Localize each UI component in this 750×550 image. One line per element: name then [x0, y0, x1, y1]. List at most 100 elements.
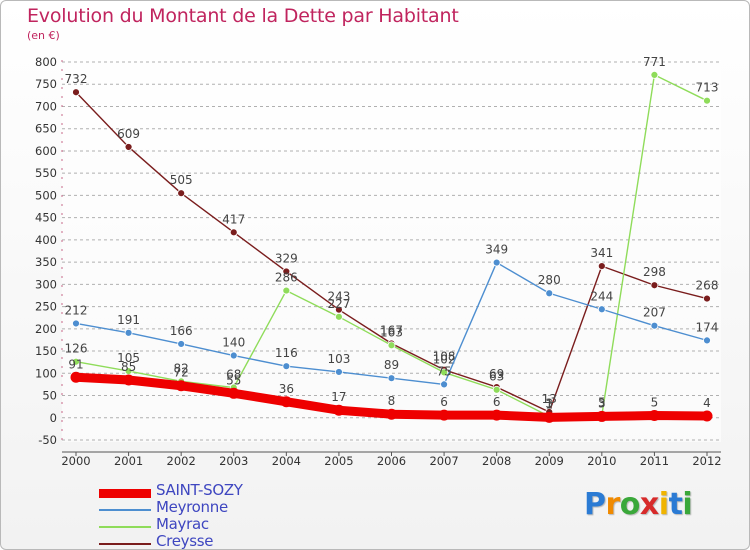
y-tick-label: 450 — [35, 211, 57, 225]
point-meyronne — [492, 258, 501, 267]
x-tick-label: 2011 — [640, 454, 669, 468]
point-creysse — [124, 143, 133, 151]
data-label-saint-sozy: 85 — [121, 360, 136, 374]
data-label-creysse: 167 — [380, 323, 403, 337]
chart-title: Evolution du Montant de la Dette par Hab… — [27, 5, 459, 27]
point-meyronne — [597, 305, 606, 314]
point-saint-sozy — [438, 409, 450, 421]
point-mayrac — [703, 96, 711, 105]
point-meyronne — [545, 289, 554, 298]
y-tick-label: 200 — [35, 322, 57, 336]
data-label-saint-sozy: 6 — [440, 395, 448, 409]
point-saint-sozy — [491, 409, 503, 421]
y-tick-label: 250 — [35, 300, 57, 314]
y-tick-label: 550 — [35, 166, 57, 180]
logo-letter: o — [619, 487, 641, 522]
data-label-mayrac: 771 — [643, 55, 666, 69]
point-meyronne — [650, 321, 659, 330]
unit-label: (en €) — [27, 29, 60, 42]
x-tick-label: 2010 — [587, 454, 616, 468]
point-meyronne — [177, 340, 186, 348]
data-label-mayrac: 5 — [598, 396, 606, 410]
point-meyronne — [124, 328, 133, 337]
point-saint-sozy — [123, 374, 135, 386]
point-mayrac — [492, 385, 501, 394]
point-mayrac — [282, 286, 291, 295]
data-label-mayrac: 163 — [380, 325, 403, 339]
y-tick-label: 500 — [35, 188, 57, 202]
point-saint-sozy — [543, 411, 555, 423]
data-label-meyronne: 103 — [327, 352, 350, 366]
data-label-mayrac: 68 — [226, 368, 241, 382]
data-label-mayrac: 286 — [275, 271, 298, 285]
data-label-saint-sozy: 55 — [226, 373, 241, 387]
data-label-creysse: 417 — [222, 212, 245, 226]
data-label-creysse: 13 — [542, 392, 557, 406]
data-label-meyronne: 191 — [117, 313, 140, 327]
y-tick-label: 350 — [35, 255, 57, 269]
legend-swatch-meyronne — [99, 509, 151, 511]
point-mayrac — [335, 312, 343, 321]
x-tick-label: 2000 — [61, 454, 90, 468]
point-saint-sozy — [280, 396, 292, 408]
y-tick-label: 650 — [35, 122, 57, 136]
point-meyronne — [440, 380, 448, 389]
data-label-creysse: 108 — [433, 350, 456, 364]
y-tick-label: 100 — [35, 366, 57, 380]
point-creysse — [703, 294, 711, 303]
data-label-creysse: 69 — [489, 367, 504, 381]
x-tick-label: 2005 — [324, 454, 353, 468]
data-label-mayrac: 3 — [545, 396, 553, 410]
data-label-saint-sozy: 72 — [174, 366, 189, 380]
y-tick-label: 0 — [50, 411, 57, 425]
data-label-meyronne: 280 — [538, 273, 561, 287]
point-saint-sozy — [596, 410, 608, 422]
data-label-mayrac: 105 — [117, 351, 140, 365]
point-mayrac — [387, 341, 396, 350]
x-tick-label: 2003 — [219, 454, 248, 468]
data-label-saint-sozy: 4 — [703, 396, 711, 410]
data-label-meyronne: 140 — [222, 336, 245, 350]
y-tick-label: 150 — [35, 344, 57, 358]
data-label-creysse: 732 — [65, 72, 88, 86]
point-creysse — [282, 267, 291, 276]
data-label-meyronne: 207 — [643, 306, 666, 320]
y-tick-label: -50 — [38, 433, 57, 447]
point-saint-sozy — [70, 371, 82, 383]
y-tick-label: 800 — [35, 55, 57, 69]
logo-letter: r — [605, 487, 621, 522]
logo-letter: i — [658, 487, 669, 522]
legend-label-mayrac: Mayrac — [156, 515, 209, 533]
data-label-creysse: 341 — [590, 246, 613, 260]
data-label-saint-sozy: 36 — [279, 382, 294, 396]
proxiti-logo: Proxiti — [584, 487, 693, 522]
point-meyronne — [282, 362, 291, 371]
logo-letter: i — [682, 487, 693, 522]
y-tick-label: 750 — [35, 77, 57, 91]
point-meyronne — [335, 368, 343, 376]
point-saint-sozy — [175, 380, 187, 392]
data-label-saint-sozy: 6 — [493, 395, 501, 409]
data-label-mayrac: 63 — [489, 370, 504, 384]
data-label-saint-sozy: 3 — [598, 396, 606, 410]
x-tick-label: 2007 — [429, 454, 458, 468]
x-tick-label: 2001 — [114, 454, 143, 468]
x-tick-label: 2004 — [272, 454, 301, 468]
data-label-saint-sozy: 1 — [545, 397, 553, 411]
data-label-mayrac: 227 — [327, 297, 350, 311]
y-tick-label: 700 — [35, 99, 57, 113]
x-tick-label: 2006 — [377, 454, 406, 468]
point-saint-sozy — [228, 387, 240, 399]
legend-swatch-saint-sozy — [99, 489, 151, 498]
data-label-creysse: 329 — [275, 251, 298, 265]
data-label-meyronne: 89 — [384, 358, 399, 372]
data-label-meyronne: 349 — [485, 243, 508, 257]
legend-label-saint-sozy: SAINT-SOZY — [156, 481, 243, 499]
point-creysse — [177, 189, 186, 198]
data-label-mayrac: 82 — [174, 361, 189, 375]
data-label-creysse: 243 — [327, 290, 350, 304]
point-saint-sozy — [701, 410, 713, 422]
logo-letter: P — [584, 487, 606, 522]
